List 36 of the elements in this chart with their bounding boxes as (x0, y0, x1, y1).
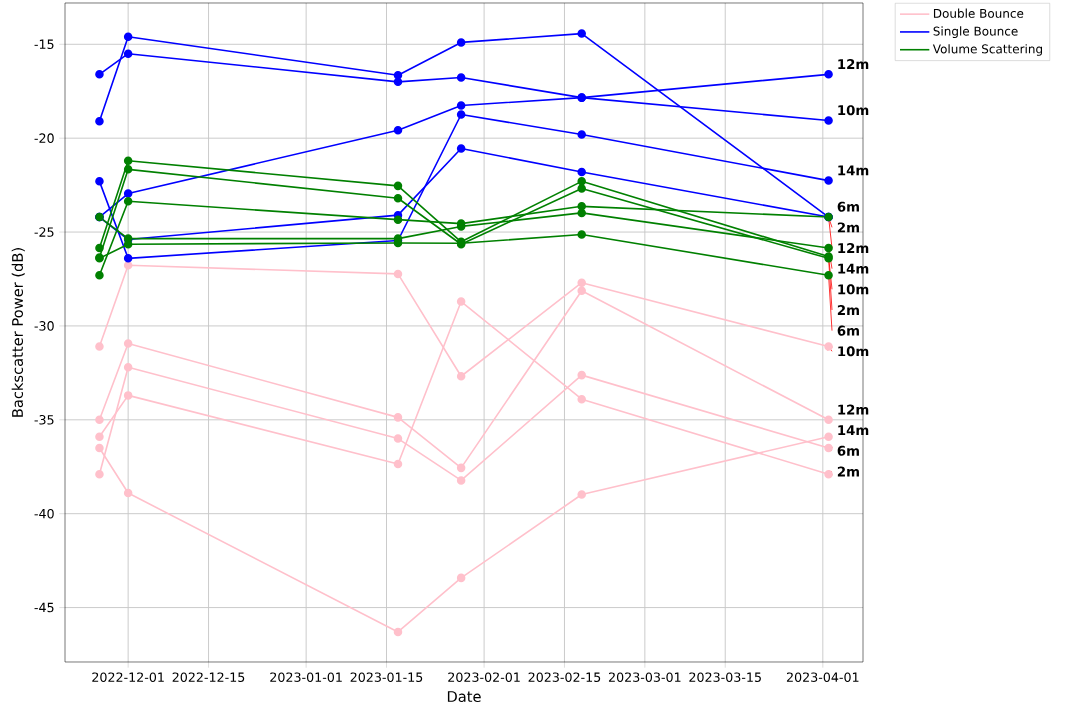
x-tick-label: 2023-01-15 (350, 672, 423, 682)
annotation: 14m (838, 263, 869, 274)
y-tick-label: -15 (34, 39, 54, 50)
annotation: 12m (838, 404, 869, 415)
y-tick-label: -20 (34, 133, 54, 143)
annotation: 14m (838, 165, 869, 176)
annotation: 12m (838, 59, 869, 69)
x-tick-label: 2023-03-01 (608, 672, 681, 682)
y-tick-label: -30 (34, 321, 54, 331)
annotation: 6m (837, 201, 859, 212)
y-tick-label: -40 (34, 508, 54, 519)
y-axis-title: Backscatter Power (dB) (11, 248, 25, 417)
x-tick-label: 2023-01-01 (270, 672, 342, 682)
x-axis-title: Date (447, 691, 481, 703)
x-tick-label: 2022-12-01 (92, 672, 164, 682)
x-tick-label: 2023-03-15 (689, 672, 761, 682)
annotation: 10m (838, 284, 869, 295)
legend-label: Double Bounce (933, 8, 1024, 18)
annotation: 6m (837, 445, 859, 456)
legend-label: Single Bounce (933, 26, 1018, 38)
x-tick-label: 2022-12-15 (172, 672, 245, 682)
x-tick-label: 2023-02-15 (528, 672, 601, 682)
annotation: 2m (837, 305, 859, 315)
x-tick-label: 2023-02-01 (448, 672, 520, 682)
x-tick-label: 2023-04-01 (786, 672, 859, 682)
annotation: 2m (837, 222, 859, 233)
annotation: 2m (837, 466, 859, 477)
annotation: 6m (837, 325, 859, 336)
annotation: 10m (838, 346, 869, 357)
annotation: 10m (838, 105, 869, 116)
annotation: 14m (838, 425, 869, 435)
annotation: 12m (838, 243, 869, 253)
y-tick-label: -45 (34, 602, 54, 613)
legend-label: Volume Scattering (932, 44, 1042, 56)
y-tick-label: -35 (34, 415, 54, 425)
y-tick-label: -25 (34, 227, 54, 237)
